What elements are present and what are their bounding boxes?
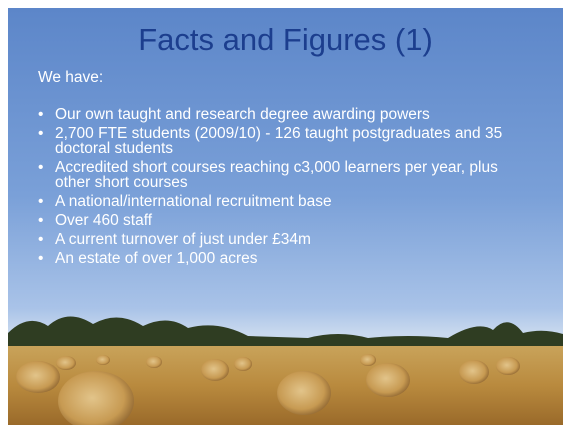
bullet-item: Our own taught and research degree award…	[36, 107, 536, 122]
bullet-item: 2,700 FTE students (2009/10) - 126 taugh…	[36, 126, 536, 156]
bullet-list: Our own taught and research degree award…	[36, 107, 536, 270]
slide-title: Facts and Figures (1)	[8, 22, 563, 58]
intro-text: We have:	[38, 69, 103, 87]
bullet-item: A current turnover of just under £34m	[36, 232, 536, 247]
bullet-item: Accredited short courses reaching c3,000…	[36, 160, 536, 190]
slide: Facts and Figures (1) We have: Our own t…	[8, 8, 563, 425]
bullet-item: A national/international recruitment bas…	[36, 194, 536, 209]
bullet-item: Over 460 staff	[36, 213, 536, 228]
page: {"slide": { "title": "Facts and Figures …	[0, 0, 571, 433]
bullet-item: An estate of over 1,000 acres	[36, 251, 536, 266]
